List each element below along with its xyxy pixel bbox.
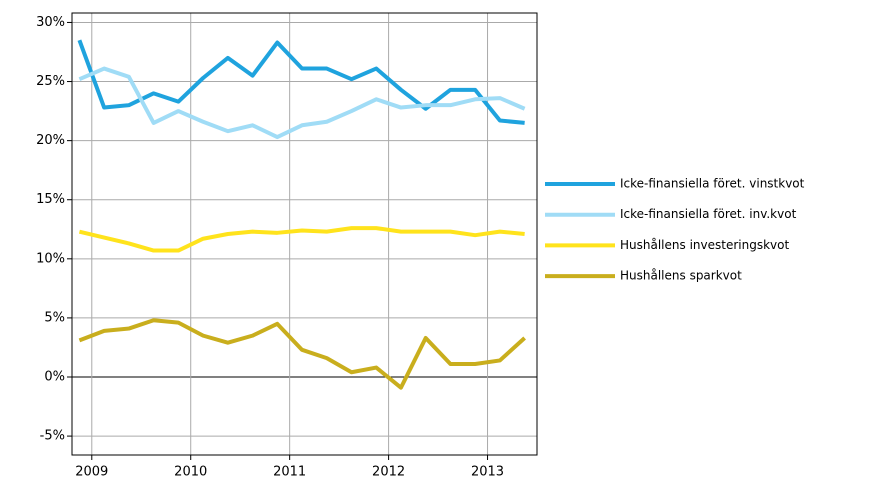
- y-tick-label: 5%: [44, 310, 65, 325]
- y-tick-label: 30%: [36, 15, 65, 30]
- y-tick-label: 15%: [36, 192, 65, 207]
- x-tick-label: 2013: [471, 465, 504, 480]
- series-line: [78, 66, 526, 140]
- y-tick-label: 10%: [36, 251, 65, 266]
- y-tick-label: -5%: [40, 429, 65, 444]
- x-tick-label: 2009: [75, 465, 108, 480]
- legend-label: Icke-finansiella föret. vinstkvot: [620, 177, 805, 191]
- x-tick-label: 2012: [372, 465, 405, 480]
- y-tick-label: 25%: [36, 74, 65, 89]
- y-tick-label: 20%: [36, 133, 65, 148]
- series-line: [78, 318, 526, 390]
- series-line: [78, 226, 525, 253]
- plot-frame: [71, 12, 538, 456]
- legend-label: Hushållens investeringskvot: [620, 238, 789, 252]
- x-tick-label: 2010: [174, 465, 207, 480]
- x-tick-label: 2011: [273, 465, 306, 480]
- series-line: [77, 39, 525, 125]
- legend-label: Hushållens sparkvot: [620, 269, 742, 283]
- legend-label: Icke-finansiella föret. inv.kvot: [620, 207, 797, 221]
- y-tick-label: 0%: [44, 370, 65, 385]
